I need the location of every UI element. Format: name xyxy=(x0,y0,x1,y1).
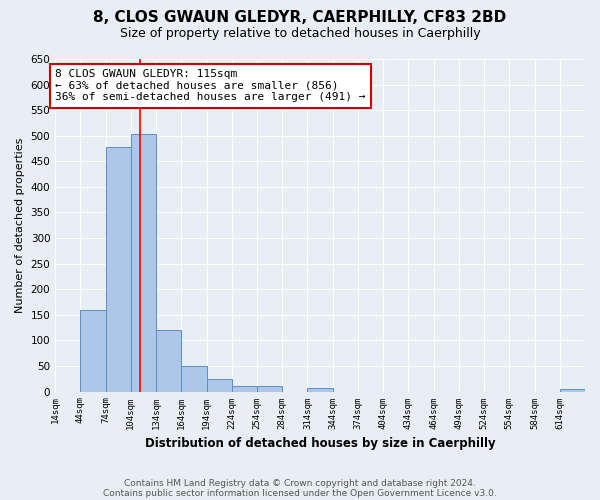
Text: Contains public sector information licensed under the Open Government Licence v3: Contains public sector information licen… xyxy=(103,488,497,498)
Y-axis label: Number of detached properties: Number of detached properties xyxy=(15,138,25,313)
Bar xyxy=(560,389,585,392)
X-axis label: Distribution of detached houses by size in Caerphilly: Distribution of detached houses by size … xyxy=(145,437,496,450)
Bar xyxy=(232,386,257,392)
Bar xyxy=(131,134,156,392)
Bar xyxy=(80,310,106,392)
Bar xyxy=(206,379,232,392)
Bar xyxy=(307,388,332,392)
Bar xyxy=(106,147,131,392)
Bar xyxy=(156,330,181,392)
Text: Contains HM Land Registry data © Crown copyright and database right 2024.: Contains HM Land Registry data © Crown c… xyxy=(124,478,476,488)
Text: 8, CLOS GWAUN GLEDYR, CAERPHILLY, CF83 2BD: 8, CLOS GWAUN GLEDYR, CAERPHILLY, CF83 2… xyxy=(94,10,506,25)
Text: Size of property relative to detached houses in Caerphilly: Size of property relative to detached ho… xyxy=(119,28,481,40)
Bar xyxy=(257,386,282,392)
Text: 8 CLOS GWAUN GLEDYR: 115sqm
← 63% of detached houses are smaller (856)
36% of se: 8 CLOS GWAUN GLEDYR: 115sqm ← 63% of det… xyxy=(55,69,365,102)
Bar xyxy=(181,366,206,392)
